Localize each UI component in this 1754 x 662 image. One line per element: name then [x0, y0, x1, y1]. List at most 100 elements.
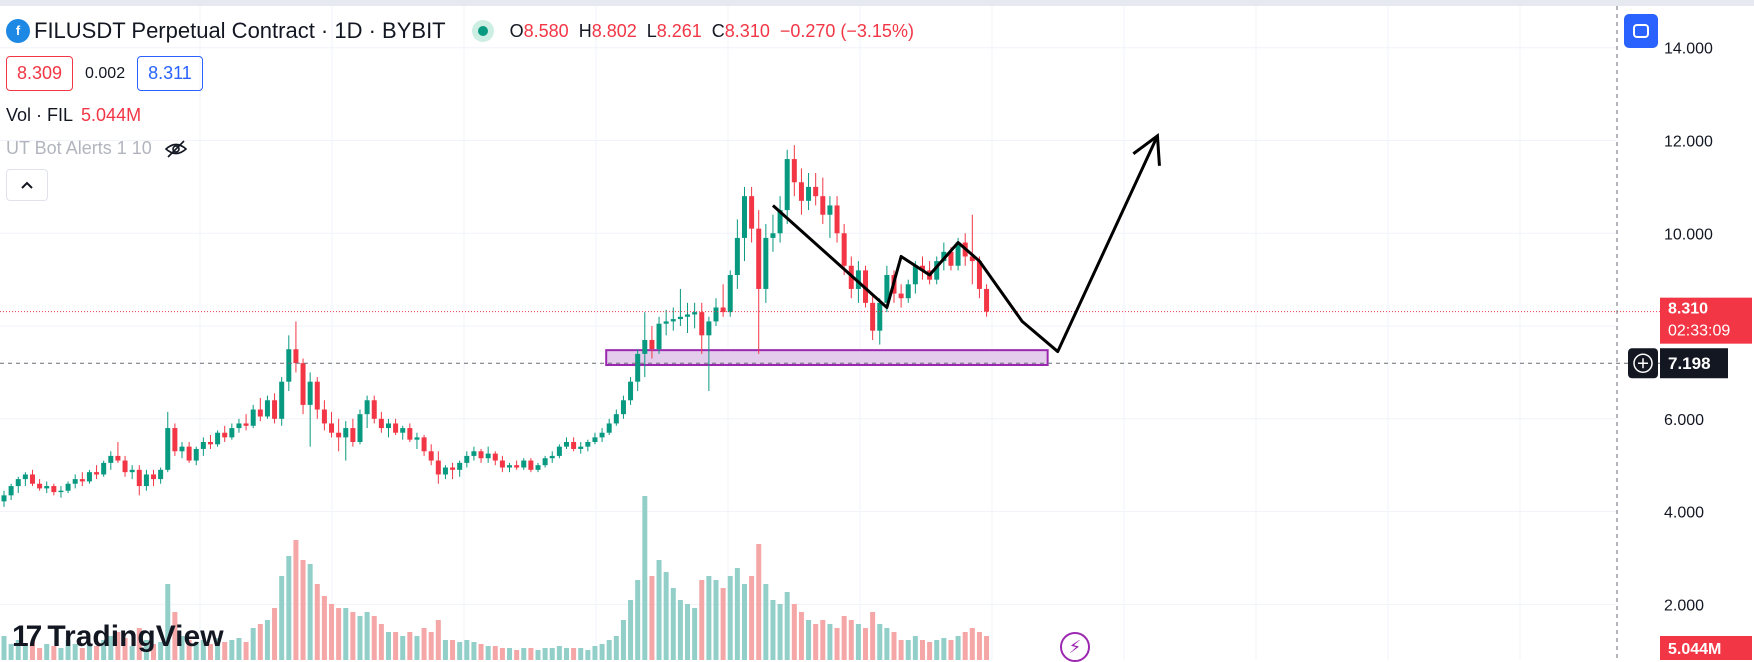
candle — [457, 460, 463, 477]
candle-body — [770, 233, 776, 238]
volume-bar — [934, 640, 940, 660]
candle — [435, 451, 441, 484]
candle — [556, 444, 562, 459]
candle — [400, 425, 406, 440]
candle-body — [976, 261, 982, 289]
volume-bar — [215, 638, 221, 660]
support-zone[interactable] — [605, 349, 1049, 367]
volume-bar — [955, 636, 961, 660]
candle — [44, 481, 50, 494]
candle — [86, 469, 92, 484]
candle — [179, 442, 185, 459]
market-status-icon[interactable] — [471, 20, 494, 42]
volume-label: Vol · FIL — [6, 105, 74, 125]
volume-bar — [257, 624, 263, 660]
candle-body — [791, 159, 797, 183]
candle-body — [499, 460, 505, 468]
candle-body — [151, 474, 157, 480]
ohlc-high: H8.802 — [578, 20, 637, 41]
volume-bar — [442, 640, 448, 660]
volume-bar — [94, 646, 100, 660]
candle — [784, 149, 790, 224]
price-axis[interactable]: 14.000 12.000 10.000 6.000 4.000 2.000 — [1664, 41, 1713, 615]
candle — [635, 349, 641, 391]
candle-body — [706, 321, 712, 336]
candle-body — [364, 400, 370, 415]
volume-bar — [357, 616, 363, 660]
volume-bar — [350, 612, 356, 660]
crosshair-plus-icon[interactable] — [1628, 348, 1658, 379]
volume-bar — [414, 636, 420, 660]
candle — [236, 418, 242, 433]
candle — [250, 404, 256, 429]
candle-body — [236, 423, 242, 429]
candle — [770, 214, 776, 252]
candle — [528, 458, 534, 473]
candle-body — [478, 451, 484, 459]
candle-body — [165, 428, 171, 470]
candle-body — [628, 381, 634, 401]
candle — [585, 439, 591, 452]
candle — [193, 446, 199, 466]
volume-bar — [563, 648, 569, 660]
candle — [143, 469, 149, 491]
candle-body — [955, 242, 961, 266]
candle — [649, 326, 655, 359]
candle — [941, 242, 947, 271]
auto-scale-button[interactable] — [1624, 14, 1658, 48]
candle — [329, 411, 335, 438]
candle-body — [435, 460, 441, 475]
chart-grid — [0, 6, 1617, 660]
volume-bar — [912, 636, 918, 660]
candle-body — [193, 448, 199, 461]
candle-body — [585, 442, 591, 447]
candle — [542, 455, 548, 468]
candle-body — [578, 446, 584, 449]
volume-legend[interactable]: Vol · FIL 5.044M — [6, 105, 914, 126]
price-tick-label: 6.000 — [1664, 412, 1704, 429]
candle-body — [222, 432, 228, 438]
collapse-legend-button[interactable] — [6, 169, 48, 201]
volume-bar — [478, 644, 484, 660]
candle-body — [371, 400, 377, 419]
candle-body — [186, 446, 192, 461]
sell-price-button[interactable]: 8.309 — [6, 56, 74, 91]
projection-path[interactable] — [771, 135, 1159, 354]
candle — [215, 430, 221, 447]
candle — [599, 428, 605, 442]
volume-bar — [798, 612, 804, 660]
indicator-legend[interactable]: UT Bot Alerts 1 10 — [6, 138, 914, 159]
candle — [229, 423, 235, 440]
volume-bar — [457, 642, 463, 660]
volume-bar — [15, 640, 21, 660]
candle-body — [749, 196, 755, 229]
tradingview-logo[interactable]: 17 TradingView — [12, 620, 224, 654]
volume-bar — [378, 624, 384, 660]
candle-body — [421, 437, 427, 452]
candle-body — [549, 455, 555, 459]
buy-price-button[interactable]: 8.311 — [137, 56, 203, 91]
volume-bar — [820, 620, 826, 660]
candle-body — [101, 462, 107, 475]
svg-text:8.310: 8.310 — [1668, 301, 1708, 318]
volume-bar — [200, 640, 206, 660]
candle-body — [15, 479, 21, 487]
candle — [222, 425, 228, 442]
candle-body — [179, 446, 185, 452]
candle-body — [450, 467, 456, 470]
candle — [813, 172, 819, 206]
candle-body — [250, 409, 256, 426]
lightning-icon[interactable]: ⚡ — [1060, 632, 1090, 662]
volume-bar — [115, 632, 121, 660]
volume-value: 5.044M — [81, 105, 142, 125]
symbol-title[interactable]: FILUSDT Perpetual Contract · 1D · BYBIT — [34, 18, 446, 43]
candle — [549, 451, 555, 463]
volume-bar — [400, 636, 406, 660]
svg-text:02:33:09: 02:33:09 — [1668, 323, 1730, 340]
volume-bar — [891, 632, 897, 660]
candle-body — [905, 284, 911, 299]
candle-body — [428, 451, 434, 461]
eye-crossed-icon[interactable] — [164, 139, 188, 159]
volume-bar — [613, 636, 619, 660]
